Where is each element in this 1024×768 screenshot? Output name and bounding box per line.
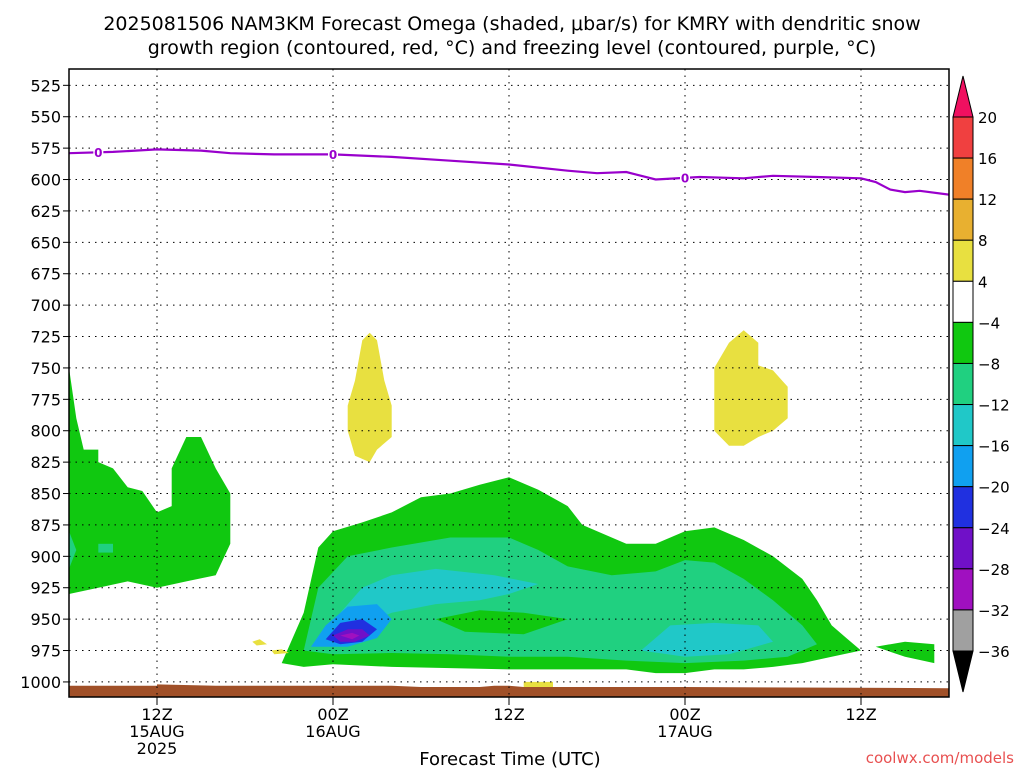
y-tick-label-675: 675: [30, 265, 61, 284]
freezing-label: 0: [329, 148, 337, 162]
colorbar-label: −36: [978, 643, 1010, 661]
x-tick-label: 00Z: [669, 705, 700, 724]
omega-region-rising-cyan-2: [641, 622, 773, 657]
colorbar-segment: [952, 321, 974, 364]
colorbar-label: −24: [978, 520, 1010, 538]
omega-region-rising-teal-west-2: [98, 543, 113, 553]
omega-region-rising-green-west: [69, 367, 231, 594]
y-tick-label-750: 750: [30, 359, 61, 378]
freezing-label: 0: [681, 171, 689, 185]
credit-text: coolwx.com/models: [866, 749, 1014, 767]
colorbar-segment: [952, 280, 974, 323]
x-tick-label: 00Z: [317, 705, 348, 724]
omega-region-rising-teal-west: [69, 531, 77, 569]
y-tick-label-650: 650: [30, 233, 61, 252]
colorbar: 20 16 12 8 4 −4 −8 −12 −16 −20 −24 −28 −32 −36: [952, 75, 1010, 693]
colorbar-label: 8: [978, 232, 988, 250]
colorbar-label: −12: [978, 397, 1010, 415]
colorbar-label: 4: [978, 273, 988, 291]
y-axis: 525 550 575 600 625 650 675 700 725 750 775 800 825 8…: [20, 76, 69, 692]
y-tick-label-725: 725: [30, 328, 61, 347]
colorbar-segment: [952, 568, 974, 611]
colorbar-top-arrow: [952, 75, 974, 118]
y-tick-label-525: 525: [30, 76, 61, 95]
colorbar-segment: [952, 239, 974, 282]
omega-region-rising-green-inner: [435, 610, 568, 635]
y-tick-label-700: 700: [30, 296, 61, 315]
chart-title: 2025081506 NAM3KM Forecast Omega (shaded…: [103, 13, 920, 59]
x-tick-label: 17AUG: [657, 722, 712, 741]
omega-region-sinking-yellow-3: [252, 639, 267, 646]
y-tick-label-625: 625: [30, 202, 61, 221]
colorbar-label: −4: [978, 314, 1000, 332]
colorbar-label: 16: [978, 150, 997, 168]
terrain-fill: [69, 684, 949, 697]
y-tick-label-825: 825: [30, 453, 61, 472]
colorbar-segment: [952, 362, 974, 406]
colorbar-label: −20: [978, 479, 1010, 497]
omega-region-rising-cyan-1: [333, 568, 539, 638]
colorbar-segment: [952, 445, 974, 488]
title-line-1: 2025081506 NAM3KM Forecast Omega (shaded…: [103, 13, 920, 35]
x-tick-label: 12Z: [845, 705, 876, 724]
omega-region-sinking-yellow-5: [523, 681, 553, 687]
x-tick-label: 2025: [137, 739, 178, 758]
y-tick-label-875: 875: [30, 516, 61, 535]
terrain-band: [69, 684, 949, 697]
colorbar-segment: [952, 609, 974, 652]
colorbar-segment: [952, 404, 974, 447]
freezing-label: 0: [94, 146, 102, 160]
freezing-label-bg: [328, 147, 338, 161]
colorbar-segment: [952, 116, 974, 159]
omega-region-sinking-yellow-1: [347, 332, 392, 463]
y-tick-label-550: 550: [30, 108, 61, 127]
y-tick-label-600: 600: [30, 171, 61, 190]
title-line-2: growth region (contoured, red, °C) and f…: [148, 37, 877, 59]
x-axis-label: Forecast Time (UTC): [419, 749, 600, 768]
colorbar-segment: [952, 198, 974, 241]
y-tick-label-775: 775: [30, 390, 61, 409]
y-tick-label-925: 925: [30, 579, 61, 598]
colorbar-segment: [952, 527, 974, 570]
y-tick-label-900: 900: [30, 547, 61, 566]
y-tick-label-950: 950: [30, 610, 61, 629]
x-tick-label: 12Z: [493, 705, 524, 724]
omega-region-rising-green-east: [875, 641, 935, 664]
colorbar-label: −16: [978, 438, 1010, 456]
x-tick-label: 15AUG: [129, 722, 184, 741]
y-tick-label-975: 975: [30, 642, 61, 661]
omega-region-sinking-yellow-4: [271, 649, 289, 655]
freezing-label-bg: [93, 145, 104, 159]
y-tick-label-850: 850: [30, 485, 61, 504]
colorbar-segment: [952, 486, 974, 529]
y-tick-label-800: 800: [30, 422, 61, 441]
y-tick-label-575: 575: [30, 139, 61, 158]
freezing-label-bg: [680, 170, 690, 184]
x-tick-label: 16AUG: [305, 722, 360, 741]
y-tick-label-1000: 1000: [20, 673, 61, 692]
colorbar-label: −8: [978, 355, 1000, 373]
colorbar-label: 20: [978, 109, 997, 127]
freezing-level: 0 0 0: [69, 145, 949, 196]
colorbar-label: −28: [978, 561, 1010, 579]
colorbar-segment: [952, 157, 974, 200]
freezing-level-line: [69, 148, 949, 196]
colorbar-label: 12: [978, 191, 997, 209]
omega-region-sinking-yellow-2: [714, 330, 788, 446]
omega-region-rising-magenta: [340, 632, 360, 640]
omega-shading: [69, 330, 935, 687]
x-tick-label: 12Z: [141, 705, 172, 724]
colorbar-label: −32: [978, 602, 1010, 620]
colorbar-bottom-arrow: [952, 650, 974, 693]
